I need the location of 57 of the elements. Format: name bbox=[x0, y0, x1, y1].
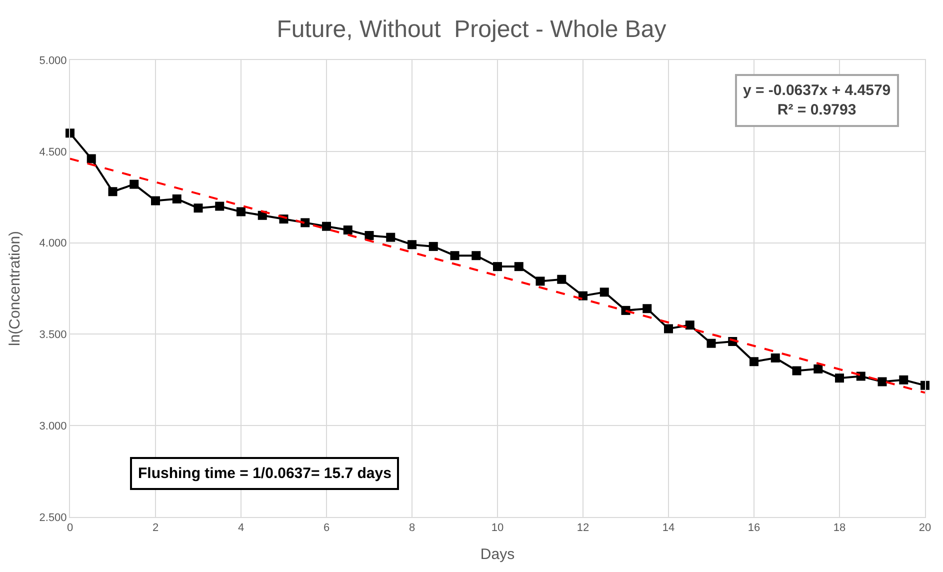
annotation: Flushing time = 1/0.0637= 15.7 days bbox=[138, 465, 392, 482]
point bbox=[856, 372, 866, 381]
point bbox=[770, 353, 780, 362]
point bbox=[814, 364, 823, 374]
point bbox=[450, 251, 460, 260]
point bbox=[600, 288, 609, 297]
point bbox=[536, 276, 545, 286]
point bbox=[472, 251, 481, 260]
point bbox=[130, 180, 139, 189]
annotation: y = -0.0637x + 4.4579 R² = 0.9793 bbox=[743, 82, 891, 118]
point bbox=[685, 320, 694, 330]
x-tick-label: 6 bbox=[323, 522, 330, 534]
y-tick-label: 5.000 bbox=[39, 54, 67, 67]
point bbox=[514, 262, 524, 272]
point bbox=[664, 324, 673, 334]
x-tick-label: 12 bbox=[576, 522, 590, 534]
point bbox=[364, 230, 374, 240]
point bbox=[151, 196, 160, 206]
point bbox=[835, 374, 844, 383]
point bbox=[428, 242, 438, 251]
x-tick-label: 16 bbox=[748, 522, 760, 534]
point bbox=[172, 194, 182, 204]
point bbox=[194, 204, 203, 213]
x-axis-title: Days bbox=[480, 546, 515, 564]
point bbox=[386, 232, 396, 242]
point bbox=[578, 291, 588, 300]
point bbox=[792, 366, 802, 376]
x-tick-label: 4 bbox=[238, 522, 244, 534]
y-tick-label: 4.000 bbox=[39, 238, 67, 250]
y-tick-label: 2.500 bbox=[39, 512, 67, 524]
y-tick-label: 3.000 bbox=[39, 420, 67, 432]
point bbox=[642, 304, 652, 314]
point bbox=[493, 262, 502, 272]
point bbox=[557, 274, 566, 284]
x-tick-label: 8 bbox=[408, 522, 416, 534]
x-tick-label: 14 bbox=[662, 522, 675, 534]
x-tick-label: 10 bbox=[491, 522, 504, 534]
point bbox=[86, 154, 96, 164]
point bbox=[300, 218, 310, 228]
x-tick-label: 0 bbox=[66, 522, 74, 534]
x-tick-label: 2 bbox=[152, 522, 159, 534]
y-tick-label: 3.500 bbox=[39, 329, 67, 342]
point bbox=[408, 240, 416, 250]
y-tick-label: 4.500 bbox=[39, 146, 67, 158]
y-axis-title: ln(Concentration) bbox=[6, 230, 24, 346]
point bbox=[878, 377, 887, 386]
x-tick-label: 20 bbox=[918, 522, 932, 534]
point bbox=[322, 222, 331, 231]
point bbox=[108, 187, 118, 196]
point bbox=[750, 357, 758, 366]
point bbox=[706, 338, 716, 348]
chart-title: Future, Without Project - Whole Bay bbox=[276, 16, 666, 43]
point bbox=[236, 207, 246, 216]
x-tick-label: 18 bbox=[833, 522, 846, 534]
point bbox=[899, 375, 908, 384]
point bbox=[215, 202, 224, 211]
point bbox=[343, 226, 352, 234]
